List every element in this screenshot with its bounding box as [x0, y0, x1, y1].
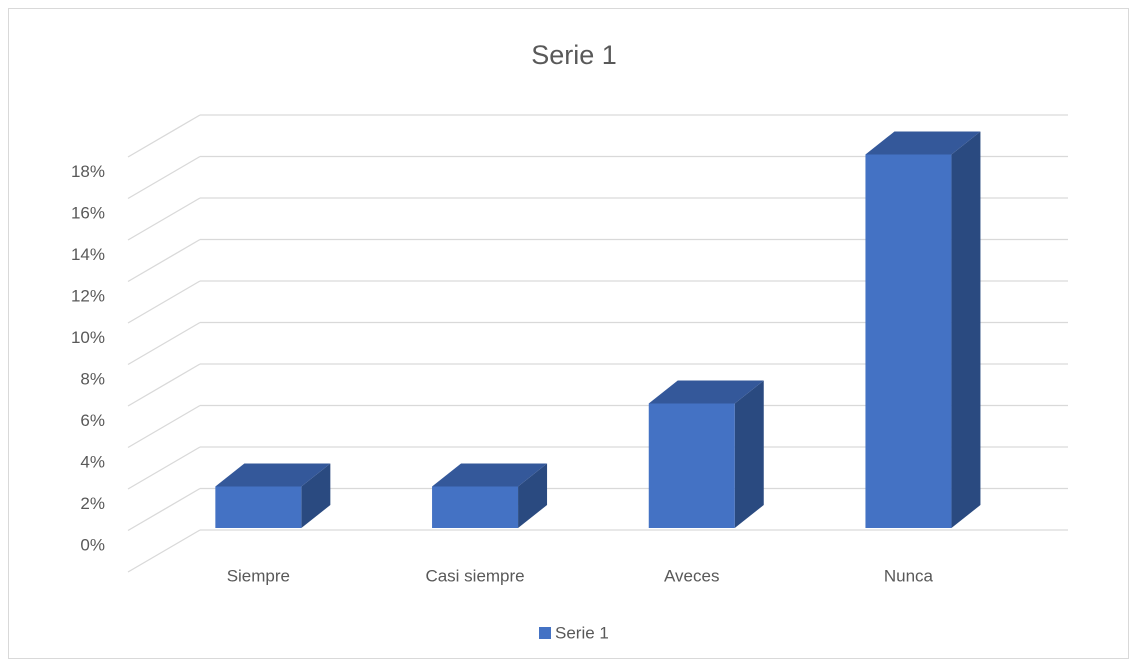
y-tick-label: 10% — [71, 328, 105, 347]
grid-line — [127, 197, 201, 241]
bar — [648, 380, 764, 528]
y-tick-label: 18% — [71, 162, 105, 181]
grid-line — [127, 114, 201, 158]
y-tick-label: 12% — [71, 286, 105, 305]
x-tick-label: Nunca — [884, 566, 934, 585]
grid-line — [127, 280, 201, 324]
y-tick-label: 8% — [80, 369, 105, 388]
grid-line — [127, 321, 201, 366]
grid-line — [127, 446, 201, 490]
x-tick-label: Aveces — [664, 566, 719, 585]
legend-label: Serie 1 — [555, 623, 609, 642]
grid-line — [127, 238, 201, 283]
bar — [432, 463, 548, 528]
chart-title: Serie 1 — [531, 40, 617, 70]
grid-line — [127, 487, 201, 532]
grid-line — [127, 363, 201, 407]
bar-top — [215, 463, 331, 487]
y-tick-label: 4% — [80, 452, 105, 471]
grid-line — [127, 155, 201, 200]
y-tick-label: 16% — [71, 203, 105, 222]
bar-front — [865, 154, 952, 528]
bar-side — [734, 380, 764, 528]
y-tick-label: 14% — [71, 245, 105, 264]
grid-line — [127, 529, 201, 573]
x-tick-label: Siempre — [227, 566, 290, 585]
y-tick-label: 6% — [80, 411, 105, 430]
bar-side — [301, 463, 331, 528]
bar-side — [951, 131, 981, 528]
legend-swatch — [539, 627, 551, 639]
bar-top — [865, 131, 981, 155]
bar-front — [648, 403, 735, 528]
y-tick-label: 0% — [80, 535, 105, 554]
bar — [865, 131, 981, 528]
bar — [215, 463, 331, 528]
bar-top — [648, 380, 764, 404]
bar-front — [432, 486, 519, 528]
grid-line — [127, 404, 201, 449]
bar-front — [215, 486, 302, 528]
x-tick-label: Casi siempre — [425, 566, 524, 585]
y-tick-label: 2% — [80, 494, 105, 513]
bar-side — [518, 463, 548, 528]
bar-top — [432, 463, 548, 487]
